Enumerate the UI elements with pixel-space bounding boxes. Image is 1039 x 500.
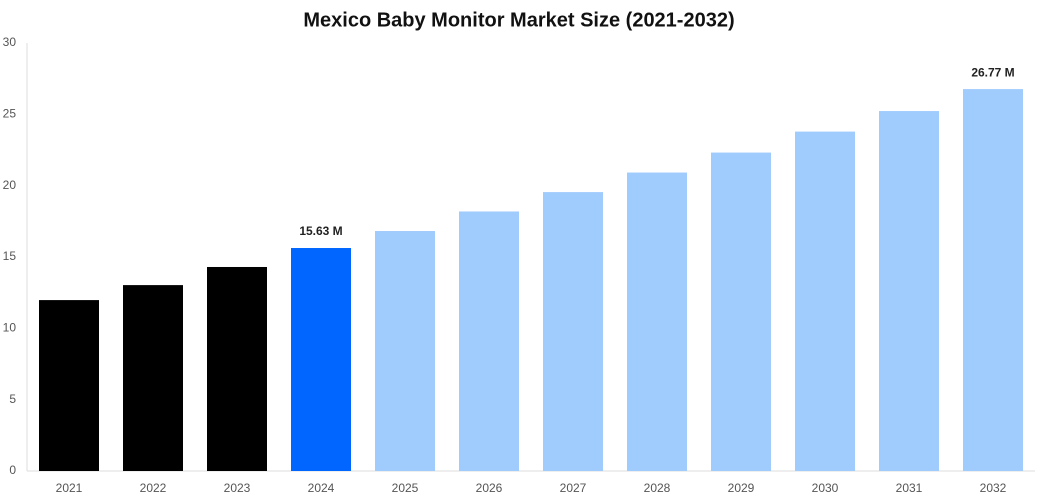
y-tick-label: 0 [9,463,16,477]
y-tick-label: 15 [3,249,17,263]
x-tick-label: 2030 [812,481,839,495]
bar [291,248,351,471]
x-tick-label: 2022 [140,481,167,495]
bar [711,152,771,471]
x-tick-label: 2031 [896,481,923,495]
x-tick-label: 2026 [476,481,503,495]
x-tick-label: 2023 [224,481,251,495]
chart-title: Mexico Baby Monitor Market Size (2021-20… [303,9,734,31]
y-tick-label: 30 [3,35,17,49]
bar [39,300,99,471]
y-tick-label: 5 [9,392,16,406]
x-tick-label: 2021 [56,481,83,495]
y-tick-label: 20 [3,178,17,192]
bar [879,111,939,471]
y-tick-label: 25 [3,107,17,121]
bar [459,211,519,472]
bar [627,172,687,472]
value-label: 15.63 M [299,224,342,238]
x-tick-label: 2027 [560,481,587,495]
bar [123,285,183,471]
x-tick-label: 2024 [308,481,335,495]
bar [963,89,1023,472]
x-tick-label: 2029 [728,481,755,495]
bar [795,131,855,471]
bar [207,266,267,471]
value-label: 26.77 M [971,65,1014,79]
x-tick-label: 2028 [644,481,671,495]
bar [375,231,435,471]
y-tick-label: 10 [3,321,17,335]
x-tick-label: 2025 [392,481,419,495]
x-tick-label: 2032 [980,481,1007,495]
bar [543,192,603,471]
